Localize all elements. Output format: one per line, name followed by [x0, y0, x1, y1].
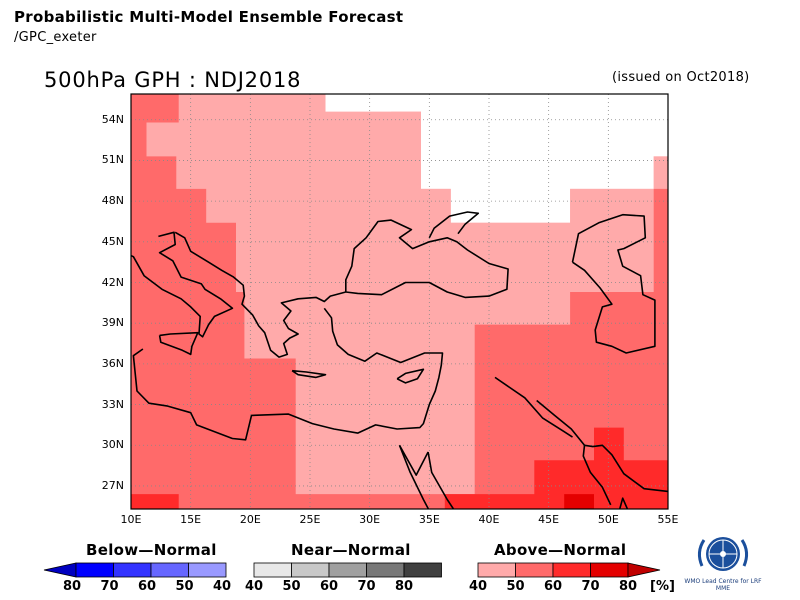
- legend-tick-label: 80: [618, 579, 638, 594]
- map-title: 500hPa GPH : NDJ2018: [44, 68, 302, 92]
- probability-region: [564, 494, 594, 509]
- latitude-label: 33N: [101, 397, 124, 411]
- gulf-coast: [584, 444, 668, 493]
- longitude-label: 35E: [418, 513, 440, 526]
- legend-swatch: [515, 562, 554, 578]
- black-sea-coast: [344, 219, 509, 299]
- probability-region: [444, 427, 668, 509]
- legend-tick-label: 50: [175, 579, 194, 594]
- sinai-coast: [398, 444, 429, 476]
- legend-colorbars: [43, 562, 661, 578]
- legend-swatch: [75, 562, 114, 578]
- legend-unit: [%]: [650, 579, 675, 594]
- legend-swatch: [253, 562, 292, 578]
- forecast-title: Probabilistic Multi-Model Ensemble Forec…: [14, 8, 404, 26]
- latitude-label: 27N: [101, 478, 124, 492]
- map-frame: [130, 93, 669, 510]
- legend-swatch: [366, 562, 405, 578]
- probability-region: [325, 94, 668, 223]
- legend-tick-label: 60: [137, 579, 157, 594]
- legend-tick-label: 70: [357, 579, 376, 594]
- longitude-label: 15E: [180, 513, 202, 526]
- caspian-coast: [571, 213, 656, 354]
- probability-region: [131, 494, 179, 509]
- longitude-label: 10E: [120, 513, 142, 526]
- logo-text: WMO Lead Centre for LRF MME: [684, 578, 762, 592]
- legend-tick-label: 80: [62, 579, 82, 594]
- legend-swatch: [328, 562, 367, 578]
- legend-tick-label: 50: [506, 579, 525, 594]
- legend-tick-label: 80: [394, 579, 414, 594]
- sicily-coast: [158, 331, 199, 356]
- tigris-river: [536, 399, 586, 446]
- adriatic-balkan-coast: [174, 231, 347, 358]
- red-sea-east-coast: [427, 451, 455, 509]
- azov-sea-coast: [428, 211, 480, 239]
- legend-tick-label: 60: [319, 579, 339, 594]
- longitude-label: 45E: [538, 513, 560, 526]
- legend-below-title: Below—Normal: [86, 541, 217, 559]
- legend-tick-label: 70: [100, 579, 119, 594]
- legend-arrow-right: [627, 562, 661, 578]
- qatar-coast: [618, 497, 629, 509]
- legend-tick-label: 70: [581, 579, 600, 594]
- longitude-label: 55E: [657, 513, 679, 526]
- legend-swatch: [188, 562, 227, 578]
- latitude-label: 39N: [101, 316, 124, 330]
- legend-swatch: [403, 562, 442, 578]
- legend-tick-label: 60: [543, 579, 563, 594]
- forecast-source: /GPC_exeter: [14, 30, 97, 45]
- italy-coast: [131, 231, 234, 338]
- wmo-logo-icon: [692, 528, 754, 594]
- latitude-label: 30N: [101, 438, 124, 452]
- legend-swatch: [477, 562, 516, 578]
- anatolia-med-coast: [132, 307, 444, 441]
- graticule: [131, 94, 668, 509]
- legend-near-title: Near—Normal: [291, 541, 411, 559]
- latitude-label: 54N: [101, 112, 124, 126]
- longitude-label: 40E: [478, 513, 500, 526]
- legend-swatch: [552, 562, 591, 578]
- coastlines: [131, 211, 668, 509]
- legend-swatch: [590, 562, 629, 578]
- cyprus-coast: [396, 368, 425, 384]
- legend-swatch: [150, 562, 189, 578]
- longitude-label: 50E: [597, 513, 619, 526]
- longitude-label: 30E: [359, 513, 381, 526]
- legend-swatch: [113, 562, 152, 578]
- crete-coast: [291, 369, 327, 379]
- legend-arrow-left: [43, 562, 77, 578]
- legend-tick-label: 40: [244, 579, 264, 594]
- legend-tick-label: 50: [282, 579, 301, 594]
- red-sea-coast: [398, 445, 430, 509]
- issued-date: (issued on Oct2018): [612, 70, 750, 85]
- longitude-label: 20E: [239, 513, 261, 526]
- probability-region: [146, 94, 668, 495]
- probability-fill-layer: [131, 94, 668, 509]
- legend-swatch: [291, 562, 330, 578]
- longitude-label: 25E: [299, 513, 321, 526]
- latitude-label: 51N: [101, 153, 124, 167]
- legend-tick-label: 40: [468, 579, 488, 594]
- latitude-label: 36N: [101, 356, 124, 370]
- legend-above-title: Above—Normal: [494, 541, 627, 559]
- legend-tick-label: 40: [212, 579, 232, 594]
- euphrates-river: [494, 376, 573, 438]
- arabia-gulf-coast: [582, 445, 612, 506]
- latitude-label: 48N: [101, 194, 124, 208]
- latitude-label: 45N: [101, 234, 124, 248]
- latitude-label: 42N: [101, 275, 124, 289]
